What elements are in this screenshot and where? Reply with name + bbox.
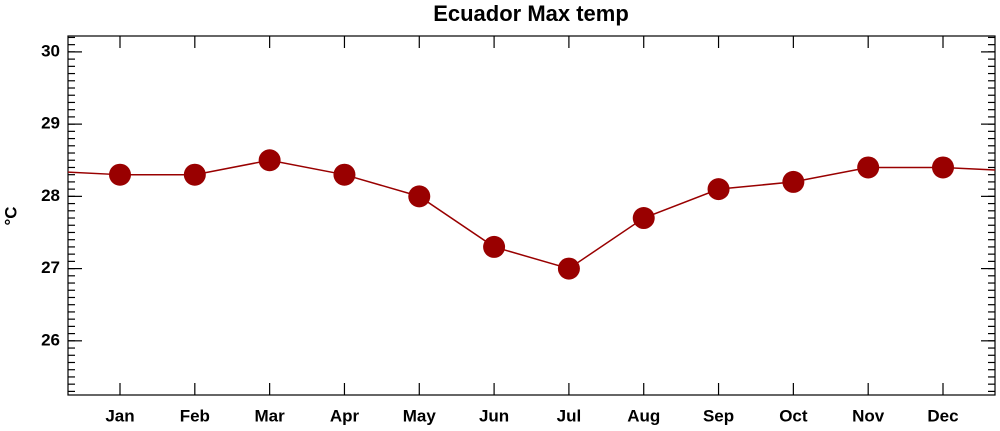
x-tick-label: Apr <box>330 406 360 425</box>
data-point <box>408 185 431 208</box>
x-tick-label: Feb <box>180 406 210 425</box>
x-tick-label: Sep <box>703 406 734 425</box>
y-tick-label: 27 <box>41 258 60 277</box>
x-tick-label: Mar <box>255 406 286 425</box>
data-point <box>857 156 880 179</box>
data-point <box>333 163 356 186</box>
data-point <box>258 149 281 172</box>
y-tick-label: 28 <box>41 186 60 205</box>
data-point <box>707 178 730 201</box>
x-tick-label: Jan <box>105 406 134 425</box>
x-tick-label: Dec <box>927 406 958 425</box>
x-tick-label: Jun <box>479 406 509 425</box>
data-point <box>109 163 131 186</box>
data-point <box>782 170 805 193</box>
y-tick-label: 30 <box>41 41 60 60</box>
data-point <box>557 257 580 280</box>
data-point <box>183 163 206 186</box>
chart-title: Ecuador Max temp <box>433 1 629 26</box>
data-point <box>632 207 655 230</box>
y-axis-label: °C <box>1 206 20 225</box>
x-tick-label: Aug <box>627 406 660 425</box>
data-line <box>120 159 943 270</box>
plot-frame <box>67 35 996 396</box>
x-tick-label: Nov <box>852 406 885 425</box>
y-tick-label: 26 <box>41 330 60 349</box>
x-tick-label: Oct <box>779 406 808 425</box>
data-point <box>932 156 954 179</box>
x-tick-label: Jul <box>557 406 582 425</box>
x-tick-label: May <box>403 406 437 425</box>
y-tick-label: 29 <box>41 114 60 133</box>
data-point <box>483 235 506 258</box>
